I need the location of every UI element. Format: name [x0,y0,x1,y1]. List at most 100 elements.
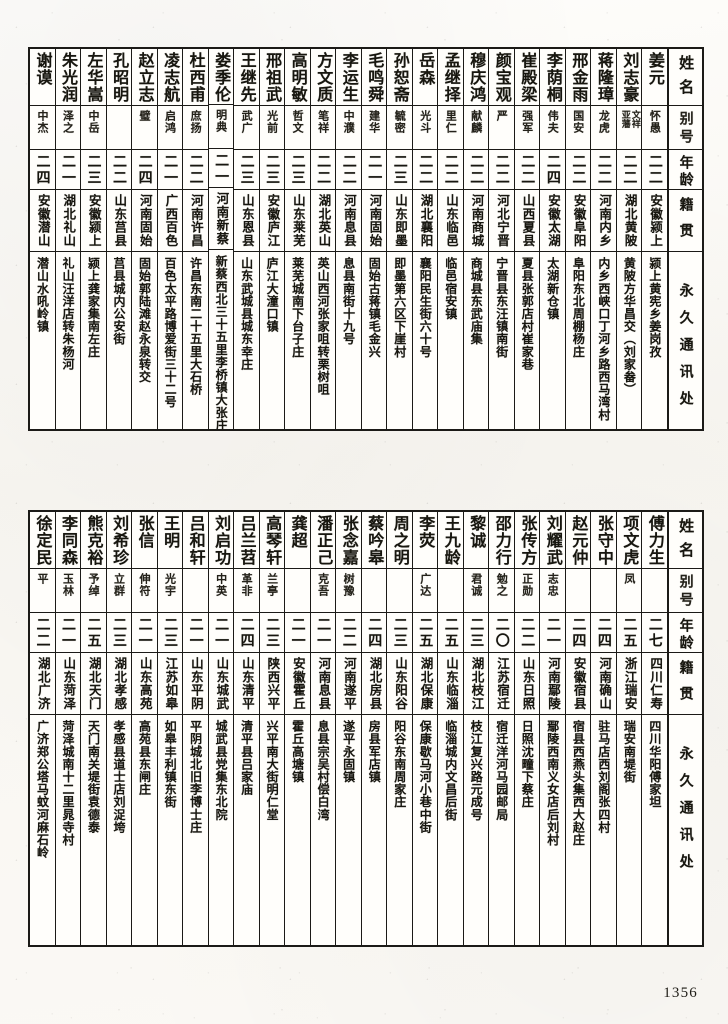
person-column[interactable]: 孟继择 里仁 二二 山东临邑 临邑宿安镇 [437,49,463,429]
person-column[interactable]: 王明 光宇 二三 江苏如皋 如皋丰利镇东街 [156,512,183,945]
cell-address: 颍上龚家集南左庄 [81,251,106,429]
person-column[interactable]: 蒋隆璋 龙虎 二二 河南内乡 内乡西峡口丁河乡路西马湾村 [590,49,616,429]
native-place-text: 河北宁晋 [495,194,511,248]
person-column[interactable]: 左华嵩 中岳 二三 安徽颍上 颍上龚家集南左庄 [80,49,106,429]
person-column[interactable]: 王继先 武广 二三 山东恩县 山东武城县城东幸庄 [233,49,259,429]
cell-name: 崔殿梁 [515,49,540,105]
cell-alias [642,568,667,612]
person-column[interactable]: 潘正己 克吾 二一 河南息县 息县宗吴村偿白湾 [309,512,336,945]
cell-age: 二四 [540,149,565,189]
person-column[interactable]: 李荫桐 伟夫 二四 安徽太湖 太湖新仓镇 [539,49,565,429]
cell-age: 二三 [259,612,285,652]
person-column[interactable]: 龚超 二一 安徽霍丘 霍丘高塘镇 [284,512,310,945]
person-column[interactable]: 方文质 笔祥 二二 湖北英山 英山西河张家咀转栗树咀 [309,49,336,429]
cell-age: 二三 [387,149,412,189]
name-text: 吕兰苕 [237,515,257,566]
person-column[interactable]: 刘志豪 文祥 亚藩 二二 湖北黄陂 黄陂方华昌交（刘家畚） [615,49,642,429]
person-column[interactable]: 李同森 玉林 二一 山东菏泽 菏泽城南十二里晁寺村 [54,512,81,945]
person-column[interactable]: 熊克裕 予绰 二五 湖北天门 天门南关堤街袁德泰 [80,512,106,945]
cell-age: 二一 [208,147,234,188]
person-column[interactable]: 邢金雨 国安 二二 安徽阜阳 阜阳东北周棚杨庄 [564,49,591,429]
person-column[interactable]: 张念嘉 树豫 二二 河南遂平 遂平永固镇 [335,512,361,945]
native-place-text: 山东临淄 [443,657,459,711]
person-column[interactable]: 高琴轩 兰亭 二三 陕西兴平 兴平南大街明仁堂 [258,512,285,945]
age-text: 二五 [417,617,434,649]
person-column[interactable]: 刘耀武 志忠 二一 河南鄢陵 鄢陵西南义女店后刘村 [539,512,565,945]
person-column[interactable]: 朱光润 泽之 二一 湖北礼山 礼山汪洋店转朱杨河 [54,49,81,429]
cell-native-place: 湖北房县 [361,652,387,714]
age-text: 二一 [162,154,179,186]
address-text: 兴平南大街明仁堂 [265,720,280,821]
person-column[interactable]: 周之明 二三 山东阳谷 阳谷东南周家庄 [386,512,412,945]
name-text: 娄季伦 [212,52,232,103]
person-column[interactable]: 李运生 中濮 二二 河南息县 息县南街十九号 [335,49,361,429]
cell-age: 二三 [259,149,285,189]
person-column[interactable]: 黎诚 君诚 二三 湖北枝江 枝江复兴路元成号 [462,512,489,945]
person-column[interactable]: 徐定民平二二 湖北广济 广济郑公塔马蚊河麻石岭 [30,512,55,945]
age-text: 二二 [570,154,587,186]
person-column[interactable]: 张信 伸符 二一 山东高苑 高苑县东闸庄 [131,512,157,945]
name-text: 李荫桐 [543,52,563,103]
alias-text: 光宇 [163,573,177,597]
address-text: 天门南关堤街袁德泰 [86,720,101,834]
cell-age: 二一 [157,149,183,189]
cell-name: 孔昭明 [107,49,132,105]
cell-name: 黎诚 [464,512,489,568]
person-column[interactable]: 孙恕斋 毓密 二三 山东即墨 即墨第六区下崖村 [386,49,412,429]
cell-alias: 革非 [234,568,259,612]
cell-age: 二一 [132,612,157,652]
name-text: 杜西甫 [186,52,206,103]
cell-age: 二一 [55,612,81,652]
name-text: 方文质 [314,52,334,103]
person-column[interactable]: 刘希珍 立群 二三 湖北孝感 孝感县道士店刘浞垮 [105,512,132,945]
name-text: 岳森 [416,52,436,86]
alias-text: 笔祥 [316,110,330,134]
age-text: 二一 [544,617,561,649]
person-column[interactable]: 项文虎凤二五 浙江瑞安 瑞安南堤街 [615,512,642,945]
person-column[interactable]: 邢祖武 光前 二三 安徽庐江 庐江大潼口镇 [258,49,285,429]
alias-text: 伟夫 [546,110,560,134]
age-text: 二三 [85,154,102,186]
person-column[interactable]: 穆庆鸿 献麟 二二 河南商城 商城县东武庙集 [462,49,489,429]
person-column[interactable]: 高明敏 哲文 二三 山东莱芜 莱芜城南下台子庄 [284,49,310,429]
row-header-label: 姓名 [677,518,696,566]
person-column[interactable]: 谢谟 中杰 二四 安徽潜山 潜山水吼岭镇 [30,49,55,429]
person-column[interactable]: 凌志航 启鸿 二一 广西百色 百色太平路博爱街三十二号 [156,49,183,429]
alias-text: 光前 [265,110,279,134]
cell-alias: 中英 [208,568,234,612]
alias-text: 伸符 [138,573,152,597]
cell-alias: 凤 [616,568,642,612]
person-column[interactable]: 赵元仲 二四 安徽宿县 宿县西燕头集西大赵庄 [564,512,591,945]
person-column[interactable]: 颜宝观严二二 河北宁晋 宁晋县东汪镇南街 [488,49,514,429]
person-column[interactable]: 娄季伦 明典 二一 河南新蔡 新蔡西北三十五里李桥镇大张庄 [207,49,234,429]
person-column[interactable]: 赵立志璧二四 河南固始 固始郭陆滩赵永泉转交 [131,49,157,429]
person-column[interactable]: 刘启功 中英 二一 山东城武 城武县党集东北院 [207,512,234,945]
person-column[interactable]: 吕和轩 二一 山东平阴 平阴城北旧李博士庄 [182,512,208,945]
person-column[interactable]: 杜西甫 庶扬 二二 河南许昌 许昌东南二十五里大石桥 [182,49,208,429]
person-column[interactable]: 张传方 正勋 二二 山东日照 日照沈疃下蔡庄 [513,512,540,945]
person-column[interactable]: 孔昭明 二二 山东莒县 莒县城内公安街 [105,49,132,429]
cell-alias: 克吾 [310,568,336,612]
address-text: 日照沈疃下蔡庄 [520,720,535,809]
native-place-text: 湖北保康 [418,657,434,711]
cell-name: 孟继择 [438,49,463,105]
cell-alias: 璧 [132,105,157,149]
row-header-name: 姓名 [669,512,702,568]
person-column[interactable]: 毛鸣舜 建华 二一 河南固始 固始古蒋镇毛金兴 [360,49,387,429]
person-column[interactable]: 姜元 怀愚 二二 安徽颍上 颍上黄宪乡姜岗孜 [641,49,667,429]
person-column[interactable]: 蔡吟皋 二四 湖北房县 房县军店镇 [360,512,387,945]
cell-age: 二一 [310,612,336,652]
person-column[interactable]: 王九龄 二五 山东临淄 临淄城内文昌后街 [437,512,463,945]
person-column[interactable]: 傅力生 二七 四川仁寿 四川华阳傅家坦 [641,512,667,945]
person-column[interactable]: 吕兰苕 革非 二四 山东清平 清平县吕家庙 [233,512,259,945]
person-column[interactable]: 崔殿梁 强军 二二 山西夏县 夏县张郭店村崔家巷 [513,49,540,429]
cell-alias: 兰亭 [259,568,285,612]
address-text: 驻马店西刘阁张四村 [596,720,611,834]
cell-name: 潘正己 [311,512,336,568]
cell-address: 黄陂方华昌交（刘家畚） [616,251,642,429]
person-column[interactable]: 张守中 二四 河南确山 驻马店西刘阁张四村 [590,512,616,945]
person-column[interactable]: 邵力行 勉之 二〇 江苏宿迁 宿迁洋河马园邮局 [488,512,514,945]
alias-text: 君诚 [469,573,483,597]
person-column[interactable]: 李荧 广达 二五 湖北保康 保康歇马河小巷中街 [411,512,438,945]
person-column[interactable]: 岳森 光斗 二二 湖北襄阳 襄阳民生街六十号 [411,49,438,429]
